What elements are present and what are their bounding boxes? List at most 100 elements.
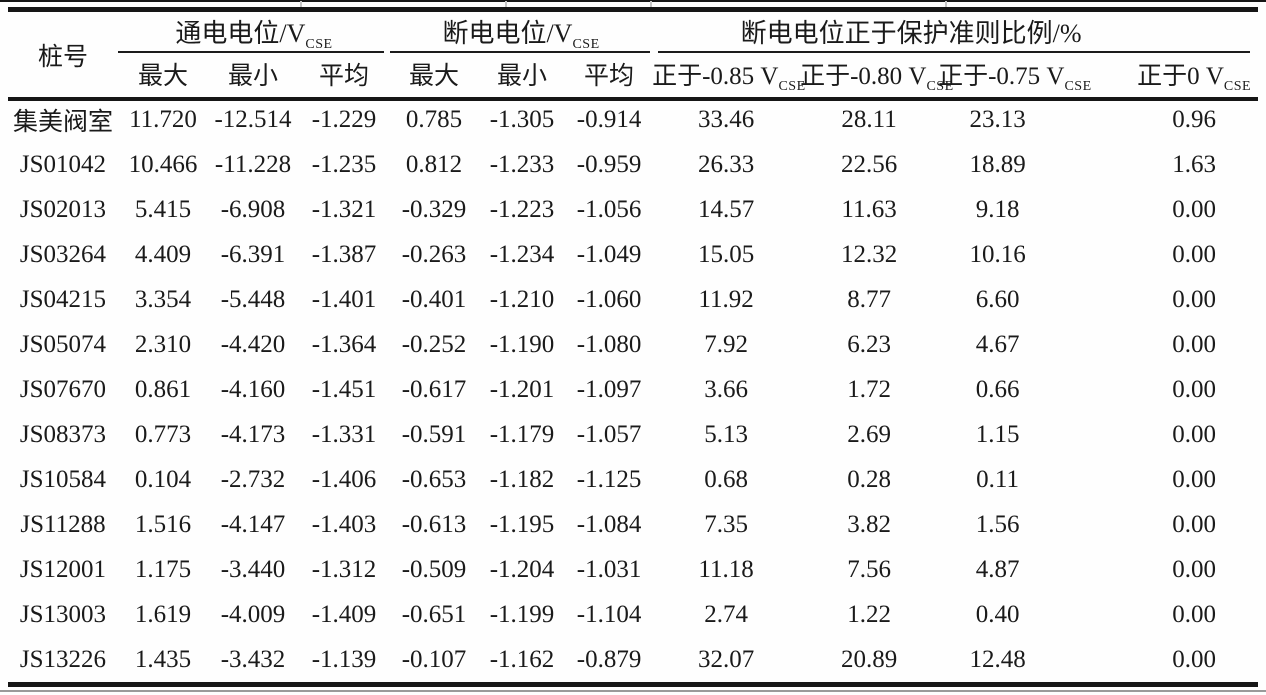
- on-avg-cell: -1.312: [311, 555, 377, 583]
- on-min-cell: -12.514: [214, 105, 292, 133]
- off-max-header: 最大: [409, 62, 460, 90]
- pct-080-label: 正于-0.80 V: [800, 62, 927, 90]
- cse-subscript: CSE: [305, 37, 333, 53]
- on-avg-cell: -1.235: [311, 150, 377, 178]
- off-max-cell: 0.785: [405, 105, 463, 133]
- off-min-cell: -1.162: [489, 645, 555, 673]
- on-min-cell: -2.732: [220, 465, 286, 493]
- pile-id-cell: JS05074: [19, 330, 107, 358]
- pile-id-cell: JS13226: [19, 645, 107, 673]
- pct-075-cell: 12.48: [969, 645, 1026, 673]
- pct-0-cell: 0.00: [1172, 510, 1216, 538]
- on-max-cell: 0.861: [134, 375, 192, 403]
- off-min-header: 最小: [497, 62, 548, 90]
- on-avg-cell: -1.321: [311, 195, 377, 223]
- pct-075-cell: 10.16: [969, 240, 1026, 268]
- off-max-cell: -0.591: [401, 420, 467, 448]
- off-max-cell: -0.653: [401, 465, 467, 493]
- off-avg-cell: -1.049: [576, 240, 642, 268]
- off-min-cell: -1.233: [489, 150, 555, 178]
- off-min-cell: -1.223: [489, 195, 555, 223]
- pile-id-cell: JS07670: [19, 375, 107, 403]
- cse-subscript: CSE: [778, 78, 806, 94]
- on-max-cell: 1.175: [134, 555, 192, 583]
- pile-id-cell: JS04215: [19, 285, 107, 313]
- off-potential-group-label: 断电电位/V: [442, 19, 573, 48]
- pile-id-cell: JS08373: [19, 420, 107, 448]
- pct-0-cell: 0.96: [1172, 105, 1216, 133]
- off-min-cell: -1.204: [489, 555, 555, 583]
- pct-085-label: 正于-0.85 V: [652, 62, 779, 90]
- off-potential-group-header: 断电电位/VCSE: [390, 13, 652, 53]
- pile-id-cell: JS12001: [19, 555, 107, 583]
- off-avg-cell: -0.959: [576, 150, 642, 178]
- on-avg-cell: -1.364: [311, 330, 377, 358]
- pct-0-cell: 0.00: [1172, 420, 1216, 448]
- off-avg-cell: -1.060: [576, 285, 642, 313]
- pct-075-cell: 4.87: [975, 555, 1020, 583]
- off-avg-cell: -1.080: [576, 330, 642, 358]
- on-avg-cell: -1.229: [311, 105, 377, 133]
- on-max-cell: 5.415: [134, 195, 192, 223]
- pct-0-cell: 0.00: [1172, 465, 1216, 493]
- pct-085-cell: 33.46: [697, 105, 755, 133]
- cse-subscript: CSE: [1223, 78, 1252, 94]
- pct-080-cell: 6.23: [847, 330, 891, 358]
- pct-085-cell: 2.74: [704, 600, 748, 628]
- off-min-cell: -1.305: [489, 105, 555, 133]
- pct-0-label: 正于0 V: [1137, 62, 1224, 90]
- top-edge-line: [0, 0, 1266, 2]
- pct-080-cell: 2.69: [847, 420, 891, 448]
- cse-subscript: CSE: [572, 37, 600, 53]
- on-avg-cell: -1.409: [311, 600, 377, 628]
- off-avg-cell: -1.125: [576, 465, 642, 493]
- table-row: JS03264 4.409 -6.391 -1.387 -0.263 -1.23…: [8, 232, 1258, 277]
- on-min-cell: -11.228: [214, 150, 292, 178]
- off-max-cell: -0.617: [401, 375, 467, 403]
- pct-085-cell: 32.07: [697, 645, 755, 673]
- pile-id-cell: JS03264: [19, 240, 107, 268]
- on-min-cell: -6.391: [220, 240, 286, 268]
- table-row: JS13226 1.435 -3.432 -1.139 -0.107 -1.16…: [8, 637, 1258, 682]
- pct-085-cell: 11.92: [698, 285, 754, 313]
- pct-085-cell: 7.92: [704, 330, 748, 358]
- on-max-cell: 1.435: [134, 645, 192, 673]
- potential-data-table: 桩号 通电电位/VCSE 断电电位/VCSE 断电电位正于保护准则比例/% 最大…: [8, 13, 1258, 682]
- table-row: 集美阀室 11.720 -12.514 -1.229 0.785 -1.305 …: [8, 97, 1258, 142]
- pct-085-cell: 15.05: [697, 240, 755, 268]
- pile-id-cell: JS01042: [19, 150, 107, 178]
- pct-075-label: 正于-0.75 V: [938, 62, 1065, 90]
- off-min-cell: -1.201: [489, 375, 555, 403]
- pct-080-cell: 22.56: [840, 150, 898, 178]
- pct-080-cell: 20.89: [840, 645, 898, 673]
- pct-085-header: 正于-0.85 VCSE: [652, 50, 805, 97]
- table-row: JS11288 1.516 -4.147 -1.403 -0.613 -1.19…: [8, 502, 1258, 547]
- off-min-cell: -1.234: [489, 240, 555, 268]
- off-max-cell: -0.329: [401, 195, 467, 223]
- off-min-cell: -1.210: [489, 285, 555, 313]
- on-max-cell: 2.310: [134, 330, 192, 358]
- pct-085-cell: 0.68: [704, 465, 748, 493]
- pct-075-cell: 0.40: [975, 600, 1020, 628]
- on-min-cell: -4.420: [220, 330, 286, 358]
- on-avg-cell: -1.387: [311, 240, 377, 268]
- on-potential-group-rule: [118, 51, 384, 53]
- off-avg-cell: -0.879: [576, 645, 642, 673]
- off-min-cell: -1.199: [489, 600, 555, 628]
- pct-080-cell: 11.63: [841, 195, 897, 223]
- off-max-cell: 0.812: [405, 150, 463, 178]
- pct-080-cell: 8.77: [847, 285, 891, 313]
- scan-artifact-tick: [505, 1, 507, 8]
- off-avg-cell: -0.914: [576, 105, 642, 133]
- cse-subscript: CSE: [926, 78, 954, 94]
- table-row: JS01042 10.466 -11.228 -1.235 0.812 -1.2…: [8, 142, 1258, 187]
- off-max-cell: -0.651: [401, 600, 467, 628]
- header-sub-row: 最大 最小 平均 最大 最小 平均 正于-0.85 VCSE 正于-0.80 V…: [8, 50, 1258, 97]
- pct-085-cell: 11.18: [698, 555, 754, 583]
- on-avg-cell: -1.406: [311, 465, 377, 493]
- on-avg-header: 平均: [319, 62, 370, 90]
- on-min-cell: -3.432: [220, 645, 286, 673]
- on-min-header: 最小: [227, 62, 278, 90]
- header-bottom-rule: [8, 97, 1258, 101]
